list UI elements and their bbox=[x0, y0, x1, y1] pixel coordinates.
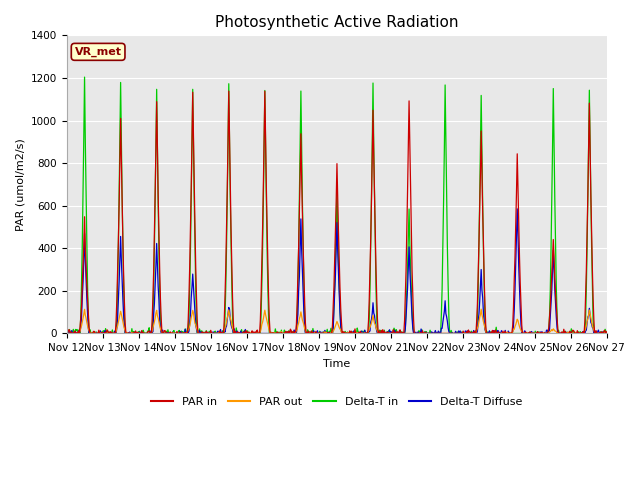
PAR out bbox=[211, 331, 219, 336]
PAR in bbox=[73, 330, 81, 336]
Line: Delta-T in: Delta-T in bbox=[67, 77, 607, 334]
Delta-T Diffuse bbox=[129, 329, 136, 335]
Delta-T in bbox=[81, 74, 88, 80]
PAR in bbox=[419, 331, 427, 336]
PAR in bbox=[404, 188, 412, 193]
Delta-T in bbox=[63, 331, 70, 336]
Delta-T Diffuse bbox=[184, 331, 191, 336]
Delta-T in bbox=[404, 264, 412, 269]
Delta-T in bbox=[73, 326, 81, 332]
PAR out bbox=[63, 331, 70, 336]
Delta-T Diffuse bbox=[73, 331, 81, 336]
Line: PAR out: PAR out bbox=[67, 309, 607, 334]
PAR in bbox=[225, 88, 232, 94]
PAR out bbox=[72, 331, 80, 336]
Legend: PAR in, PAR out, Delta-T in, Delta-T Diffuse: PAR in, PAR out, Delta-T in, Delta-T Dif… bbox=[147, 393, 527, 411]
X-axis label: Time: Time bbox=[323, 359, 350, 369]
Delta-T in bbox=[129, 329, 137, 335]
PAR in bbox=[67, 331, 74, 336]
Line: PAR in: PAR in bbox=[67, 91, 607, 334]
Delta-T Diffuse bbox=[63, 326, 70, 332]
Text: VR_met: VR_met bbox=[75, 47, 122, 57]
PAR out bbox=[477, 306, 485, 312]
Delta-T Diffuse bbox=[403, 300, 411, 306]
Delta-T in bbox=[603, 331, 611, 336]
Delta-T in bbox=[67, 331, 74, 336]
Delta-T Diffuse bbox=[603, 331, 611, 336]
PAR out bbox=[183, 331, 191, 336]
Y-axis label: PAR (umol/m2/s): PAR (umol/m2/s) bbox=[15, 138, 25, 231]
Delta-T in bbox=[213, 331, 221, 336]
Delta-T Diffuse bbox=[513, 206, 521, 212]
PAR out bbox=[402, 331, 410, 336]
PAR in bbox=[184, 331, 191, 336]
PAR out bbox=[603, 330, 611, 336]
PAR in bbox=[129, 331, 136, 336]
Line: Delta-T Diffuse: Delta-T Diffuse bbox=[67, 209, 607, 334]
PAR out bbox=[128, 329, 136, 335]
Delta-T Diffuse bbox=[212, 331, 220, 336]
PAR out bbox=[418, 331, 426, 336]
PAR in bbox=[63, 327, 70, 333]
Title: Photosynthetic Active Radiation: Photosynthetic Active Radiation bbox=[215, 15, 458, 30]
Delta-T Diffuse bbox=[419, 331, 426, 336]
Delta-T in bbox=[184, 330, 192, 336]
Delta-T Diffuse bbox=[64, 331, 72, 336]
Delta-T in bbox=[419, 331, 427, 336]
PAR in bbox=[212, 331, 220, 336]
PAR in bbox=[603, 329, 611, 335]
